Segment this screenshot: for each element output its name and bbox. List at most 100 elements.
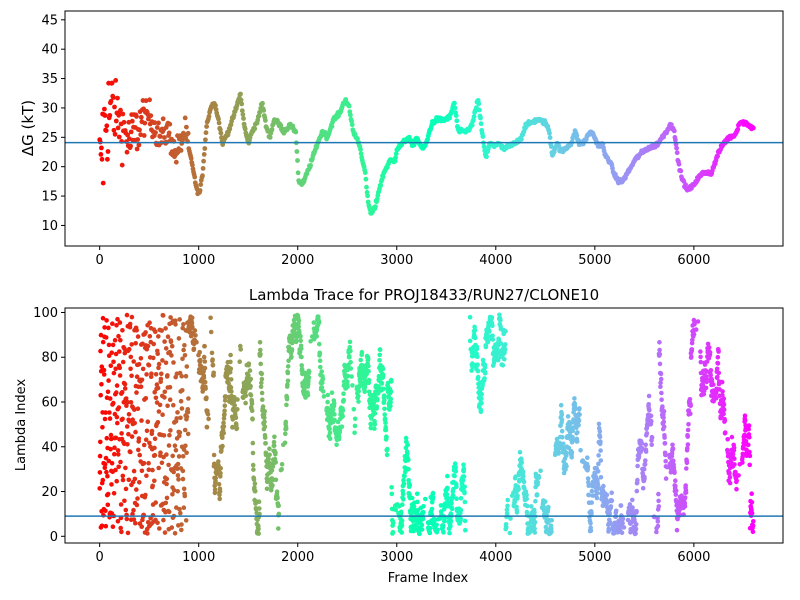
lambda-point [462, 490, 467, 496]
lambda-point [657, 361, 663, 367]
dg-point [678, 168, 684, 174]
dg-point [484, 154, 489, 160]
lambda-point [186, 396, 191, 401]
lambda-point [100, 339, 106, 345]
lambda-point [147, 320, 152, 326]
lambda-point [143, 396, 149, 401]
lambda-point [165, 373, 170, 378]
lambda-point [106, 342, 112, 348]
lambda-point [655, 519, 661, 524]
lambda-point [145, 343, 151, 349]
lambda-point [133, 341, 138, 346]
lambda-point [658, 376, 664, 382]
lambda-point [146, 362, 152, 368]
lambda-point [158, 376, 164, 382]
lambda-point [202, 359, 208, 364]
lambda-point [116, 464, 121, 470]
lambda-point [155, 420, 161, 425]
lambda-point [217, 496, 222, 502]
lambda-point [377, 347, 383, 352]
lambda-point [156, 365, 161, 371]
lambda-point [704, 374, 709, 379]
lambda-point [171, 402, 176, 408]
lambda-point [163, 500, 169, 506]
lambda-point [176, 336, 182, 341]
lambda-point [258, 352, 263, 357]
lambda-point [290, 337, 295, 343]
lambda-point [541, 504, 547, 510]
lambda-point [220, 435, 225, 441]
lambda-point [478, 409, 484, 415]
lambda-point [263, 441, 268, 446]
lambda-point [149, 428, 155, 434]
lambda-point [405, 442, 411, 448]
lambda-point [427, 525, 433, 531]
lambda-point [688, 403, 693, 409]
lambda-point [114, 383, 120, 388]
lambda-point [402, 473, 407, 479]
lambda-point [401, 481, 407, 487]
lambda-point [298, 333, 303, 339]
lambda-point [251, 467, 256, 472]
lambda-point [532, 530, 538, 535]
lambda-point [175, 473, 181, 478]
lambda-point [387, 407, 392, 412]
lambda-point [123, 507, 129, 513]
dg-point [116, 134, 122, 140]
lambda-point [458, 516, 464, 521]
lambda-point [482, 365, 488, 370]
lambda-point [111, 400, 116, 406]
lambda-point [348, 348, 353, 354]
dg-point [548, 144, 554, 150]
lambda-point [598, 448, 603, 453]
lambda-point [406, 457, 411, 462]
lambda-point [283, 419, 289, 425]
lambda-point [646, 393, 652, 399]
lambda-point [598, 458, 604, 463]
lambda-point [99, 523, 105, 529]
lambda-point [273, 459, 279, 465]
lambda-point [133, 429, 138, 435]
dg-panel: 0 1000 2000 3000 4000 5000 6000 10 15 20 25 30 35 40 4… [19, 10, 784, 268]
dg-point [358, 151, 364, 157]
lambda-point [162, 395, 167, 400]
lambda-point [153, 329, 158, 335]
lambda-point [98, 332, 104, 338]
lambda-x-tick-label: 3000 [380, 550, 413, 565]
lambda-point [698, 354, 703, 360]
lambda-point [192, 328, 198, 333]
lambda-point [727, 474, 733, 480]
dg-point [203, 130, 209, 136]
dg-point [129, 118, 135, 124]
lambda-point [210, 362, 216, 368]
lambda-point [150, 483, 155, 489]
lambda-point [635, 477, 640, 483]
lambda-point [250, 440, 256, 446]
lambda-point [120, 477, 126, 483]
dg-x-tick-label: 6000 [677, 253, 710, 268]
dg-point [363, 176, 369, 182]
lambda-point [658, 380, 663, 386]
lambda-point [715, 374, 720, 380]
dg-point [373, 204, 378, 210]
lambda-point [690, 337, 695, 343]
lambda-point [129, 434, 135, 439]
lambda-point [462, 518, 468, 524]
lambda-point [98, 439, 103, 445]
lambda-point [228, 377, 234, 382]
dg-point [735, 126, 741, 132]
lambda-point [458, 507, 464, 513]
lambda-point [340, 408, 346, 413]
lambda-point [212, 487, 218, 493]
lambda-point [532, 526, 537, 531]
lambda-point [112, 451, 117, 457]
lambda-point [276, 503, 282, 509]
lambda-point [327, 426, 332, 432]
lambda-point [314, 334, 320, 339]
lambda-point [168, 339, 174, 345]
lambda-point [189, 321, 195, 326]
lambda-point [633, 522, 639, 527]
lambda-point [504, 525, 509, 530]
lambda-point [503, 329, 508, 334]
lambda-point [179, 406, 185, 411]
